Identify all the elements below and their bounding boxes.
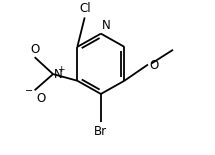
- Text: Cl: Cl: [79, 2, 91, 15]
- Text: N: N: [54, 68, 63, 81]
- Text: N: N: [102, 19, 110, 32]
- Text: −: −: [25, 86, 33, 96]
- Text: O: O: [30, 43, 39, 56]
- Text: Br: Br: [94, 125, 108, 138]
- Text: O: O: [36, 92, 45, 105]
- Text: +: +: [57, 65, 65, 74]
- Text: O: O: [150, 59, 159, 72]
